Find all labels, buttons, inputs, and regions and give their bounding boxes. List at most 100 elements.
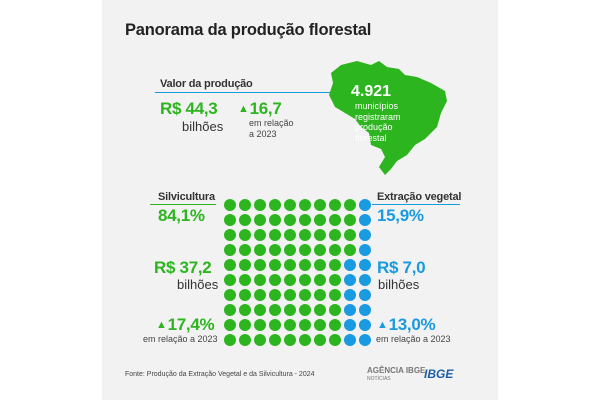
- valor-change-value: 16,7: [249, 99, 282, 118]
- source-note: Fonte: Produção da Extração Vegetal e da…: [125, 371, 315, 378]
- silvicultura-dot: [239, 199, 251, 211]
- silvicultura-dot: [239, 274, 251, 286]
- silvicultura-change-note: em relação a 2023: [143, 334, 218, 344]
- silvicultura-dot: [314, 244, 326, 256]
- silvicultura-dot: [329, 244, 341, 256]
- municipios-line-3: produção: [355, 122, 393, 132]
- silvicultura-dot: [314, 289, 326, 301]
- silvicultura-dot: [329, 334, 341, 346]
- silvicultura-dot: [284, 274, 296, 286]
- silvicultura-dot: [314, 229, 326, 241]
- silvicultura-dot: [284, 334, 296, 346]
- extracao-dot: [344, 259, 356, 271]
- silvicultura-amount: R$ 37,2: [154, 258, 212, 277]
- extracao-dot: [344, 274, 356, 286]
- up-arrow-icon: ▲: [238, 103, 249, 115]
- silvicultura-dot: [254, 304, 266, 316]
- page-title: Panorama da produção florestal: [125, 21, 372, 39]
- silvicultura-dot: [284, 199, 296, 211]
- valor-change: ▲16,7: [238, 99, 282, 119]
- silvicultura-dot: [239, 304, 251, 316]
- silvicultura-dot: [254, 214, 266, 226]
- silvicultura-dot: [224, 199, 236, 211]
- valor-change-note-2: a 2023: [249, 129, 277, 139]
- silvicultura-dot: [224, 229, 236, 241]
- brazil-map-icon: [329, 61, 447, 175]
- silvicultura-dot: [239, 319, 251, 331]
- silvicultura-dot: [239, 244, 251, 256]
- extracao-dot: [344, 289, 356, 301]
- agencia-logo-text: AGÊNCIA IBGE: [367, 366, 426, 375]
- agencia-ibge-logo: AGÊNCIA IBGE NOTÍCIAS: [367, 367, 425, 383]
- silvicultura-dot: [224, 244, 236, 256]
- silvicultura-dot: [254, 244, 266, 256]
- silvicultura-dot: [314, 259, 326, 271]
- silvicultura-dot: [284, 289, 296, 301]
- silvicultura-dot: [269, 289, 281, 301]
- silvicultura-dot: [329, 214, 341, 226]
- silvicultura-dot: [239, 334, 251, 346]
- silvicultura-dot: [299, 214, 311, 226]
- silvicultura-dot: [284, 214, 296, 226]
- silvicultura-dot: [344, 199, 356, 211]
- municipios-line-2: registraram: [355, 111, 401, 122]
- silvicultura-dot: [284, 244, 296, 256]
- silvicultura-dot: [269, 334, 281, 346]
- municipios-line-1: municípios: [355, 101, 399, 111]
- valor-unit: bilhões: [182, 119, 224, 134]
- silvicultura-dot: [329, 229, 341, 241]
- extracao-dot: [359, 304, 371, 316]
- silvicultura-dot: [284, 259, 296, 271]
- extracao-dot: [359, 229, 371, 241]
- silvicultura-dot: [314, 214, 326, 226]
- extracao-unit: bilhões: [378, 277, 420, 292]
- silvicultura-dot: [224, 274, 236, 286]
- silvicultura-change-value: 17,4%: [167, 315, 215, 334]
- silvicultura-dot: [269, 199, 281, 211]
- valor-rule: [155, 92, 355, 93]
- municipios-text: municípios registraram produção floresta…: [355, 101, 401, 143]
- valor-change-note-1: em relação: [249, 118, 294, 128]
- extracao-change: ▲13,0%: [377, 315, 436, 335]
- extracao-change-note: em relação a 2023: [376, 334, 451, 344]
- silvicultura-dot: [224, 259, 236, 271]
- silvicultura-dot: [224, 214, 236, 226]
- silvicultura-dot: [269, 274, 281, 286]
- extracao-dot: [359, 334, 371, 346]
- silvicultura-unit: bilhões: [177, 277, 219, 292]
- ibge-logo: IBGE: [424, 367, 454, 381]
- valor-amount: R$ 44,3: [160, 99, 218, 118]
- up-arrow-icon: ▲: [156, 319, 167, 331]
- silvicultura-dot: [284, 304, 296, 316]
- silvicultura-dot: [299, 244, 311, 256]
- silvicultura-dot: [344, 214, 356, 226]
- silvicultura-dot: [329, 289, 341, 301]
- silvicultura-dot: [269, 244, 281, 256]
- silvicultura-dot: [299, 334, 311, 346]
- silvicultura-dot: [329, 274, 341, 286]
- silvicultura-dot: [269, 304, 281, 316]
- extracao-dot: [359, 199, 371, 211]
- silvicultura-dot: [329, 304, 341, 316]
- silvicultura-dot: [314, 334, 326, 346]
- silvicultura-share: 84,1%: [158, 206, 205, 225]
- municipios-count: 4.921: [351, 83, 392, 100]
- silvicultura-dot: [299, 304, 311, 316]
- silvicultura-dot: [239, 214, 251, 226]
- extracao-dot: [359, 259, 371, 271]
- silvicultura-change: ▲17,4%: [156, 315, 215, 335]
- silvicultura-dot: [269, 259, 281, 271]
- valor-label: Valor da produção: [160, 78, 253, 90]
- silvicultura-dot: [224, 304, 236, 316]
- silvicultura-dot: [299, 229, 311, 241]
- extracao-label: Extração vegetal: [377, 191, 462, 203]
- silvicultura-dot: [254, 319, 266, 331]
- extracao-rule: [372, 204, 460, 205]
- silvicultura-dot: [299, 274, 311, 286]
- silvicultura-dot: [314, 304, 326, 316]
- silvicultura-dot: [314, 199, 326, 211]
- silvicultura-dot: [254, 274, 266, 286]
- silvicultura-dot: [239, 229, 251, 241]
- silvicultura-dot: [224, 334, 236, 346]
- extracao-dot: [359, 214, 371, 226]
